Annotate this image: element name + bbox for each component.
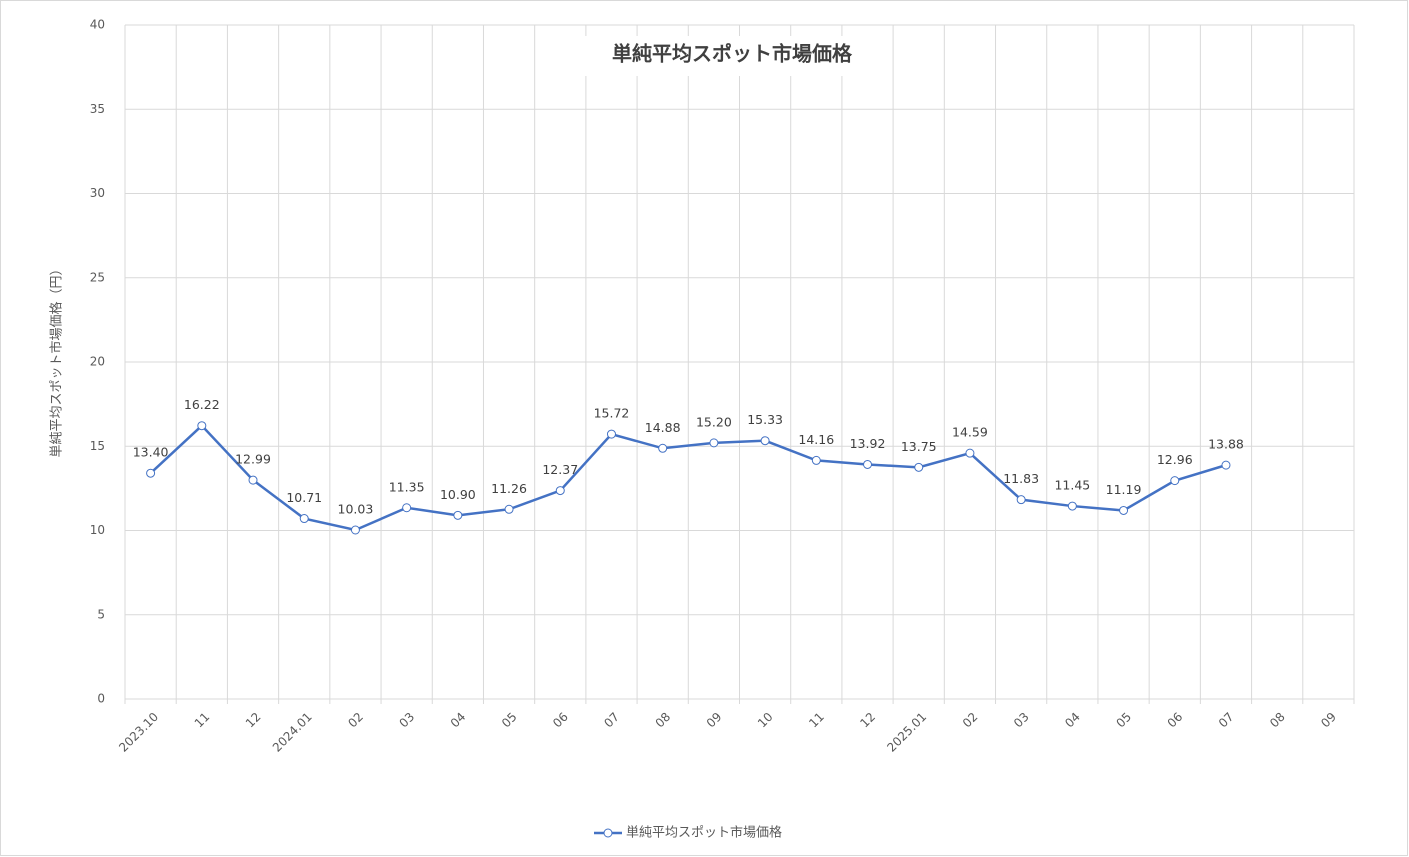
data-label: 11.35 [389,479,425,494]
data-point [555,486,565,496]
data-point [1119,505,1129,515]
y-tick-label: 25 [90,270,105,284]
data-point [606,429,616,439]
data-point [965,448,975,458]
data-label: 15.72 [594,406,630,421]
data-point [504,504,514,514]
y-tick-label: 40 [90,18,105,32]
y-axis-label: 単純平均スポット市場価格（円） [49,262,65,457]
series-line [149,423,1227,532]
y-tick-label: 5 [97,607,105,621]
y-tick-label: 0 [97,692,105,706]
data-point [811,455,821,465]
legend-label: 単純平均スポット市場価格 [626,825,782,841]
y-tick-label: 15 [90,439,105,453]
data-label: 12.96 [1157,452,1193,467]
data-label: 10.03 [338,501,374,516]
data-point [658,443,668,453]
data-label: 13.40 [133,445,169,460]
data-point [1016,495,1026,505]
data-point [350,525,360,535]
data-label: 10.71 [286,490,322,505]
data-label: 14.59 [952,425,988,440]
data-point [1067,501,1077,511]
y-tick-label: 30 [90,186,105,200]
data-label: 11.45 [1054,478,1090,493]
data-label: 16.22 [184,397,220,412]
data-point [453,510,463,520]
data-label: 11.26 [491,481,527,496]
y-tick-label: 20 [90,355,105,369]
data-point [914,462,924,472]
data-point [1221,460,1231,470]
plot: 13.40 16.22 12.99 10.71 10.03 11.35 10.90 11.26… [133,397,1244,535]
data-label: 11.83 [1003,471,1039,486]
data-point [760,436,770,446]
y-tick-label: 10 [90,523,105,537]
data-label: 14.16 [798,432,834,447]
data-label: 13.92 [850,436,886,451]
data-point [402,503,412,513]
y-tick-label: 35 [90,102,105,116]
data-point [299,514,309,524]
grid [124,24,1355,704]
data-label: 13.88 [1208,437,1244,452]
data-label: 12.99 [235,452,271,467]
data-point [709,438,719,448]
data-point [1170,476,1180,486]
data-label: 15.20 [696,414,732,429]
data-label: 12.37 [542,462,578,477]
data-point [146,468,156,478]
data-label: 10.90 [440,487,476,502]
data-label: 14.88 [645,420,681,435]
title-bg [585,36,880,76]
data-point [248,475,258,485]
data-label: 13.75 [901,439,937,454]
chart-title: 単純平均スポット市場価格 [612,42,853,66]
data-point [197,421,207,431]
legend-marker [603,828,613,838]
data-label: 11.19 [1106,482,1142,497]
data-point [863,459,873,469]
data-label: 15.33 [747,412,783,427]
